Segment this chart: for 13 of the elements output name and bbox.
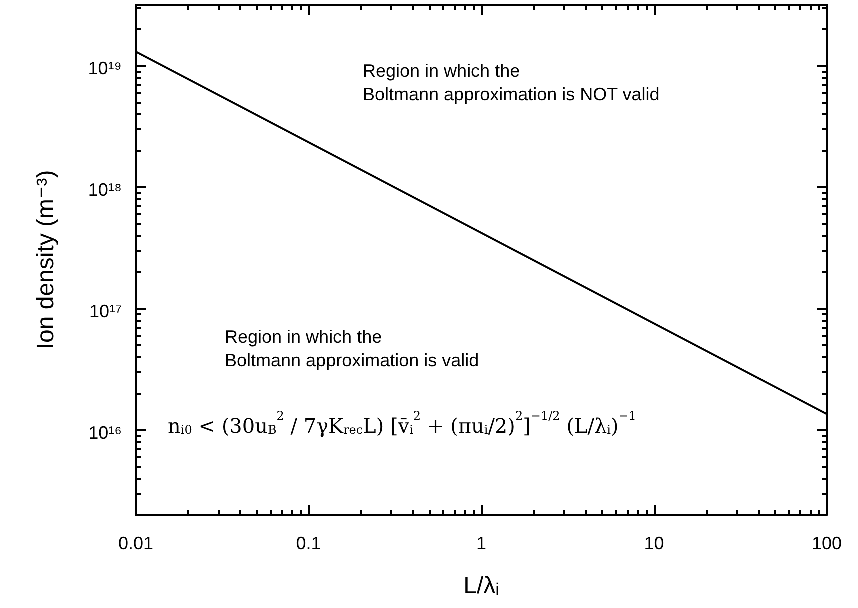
x-tick-label: 100 xyxy=(812,533,842,554)
x-tick-label: 1 xyxy=(476,533,487,554)
x-tick-label: 10 xyxy=(644,533,664,554)
annotation: Region in which the Boltmann approximation is NOT valid xyxy=(363,61,660,104)
y-tick-label: 10¹⁷ xyxy=(89,301,122,322)
y-tick-label: 10¹⁹ xyxy=(88,58,122,78)
y-tick-label: 10¹⁶ xyxy=(88,422,122,443)
x-tick-label: 0.01 xyxy=(118,533,154,554)
x-axis-title: L/λᵢ xyxy=(464,572,500,600)
x-tick-label: 0.1 xyxy=(296,533,322,554)
annotation: Region in which the Boltmann approximation is valid xyxy=(225,327,480,370)
y-axis-title: Ion density (m⁻³) xyxy=(32,170,60,350)
y-tick-label: 10¹⁸ xyxy=(88,180,122,200)
